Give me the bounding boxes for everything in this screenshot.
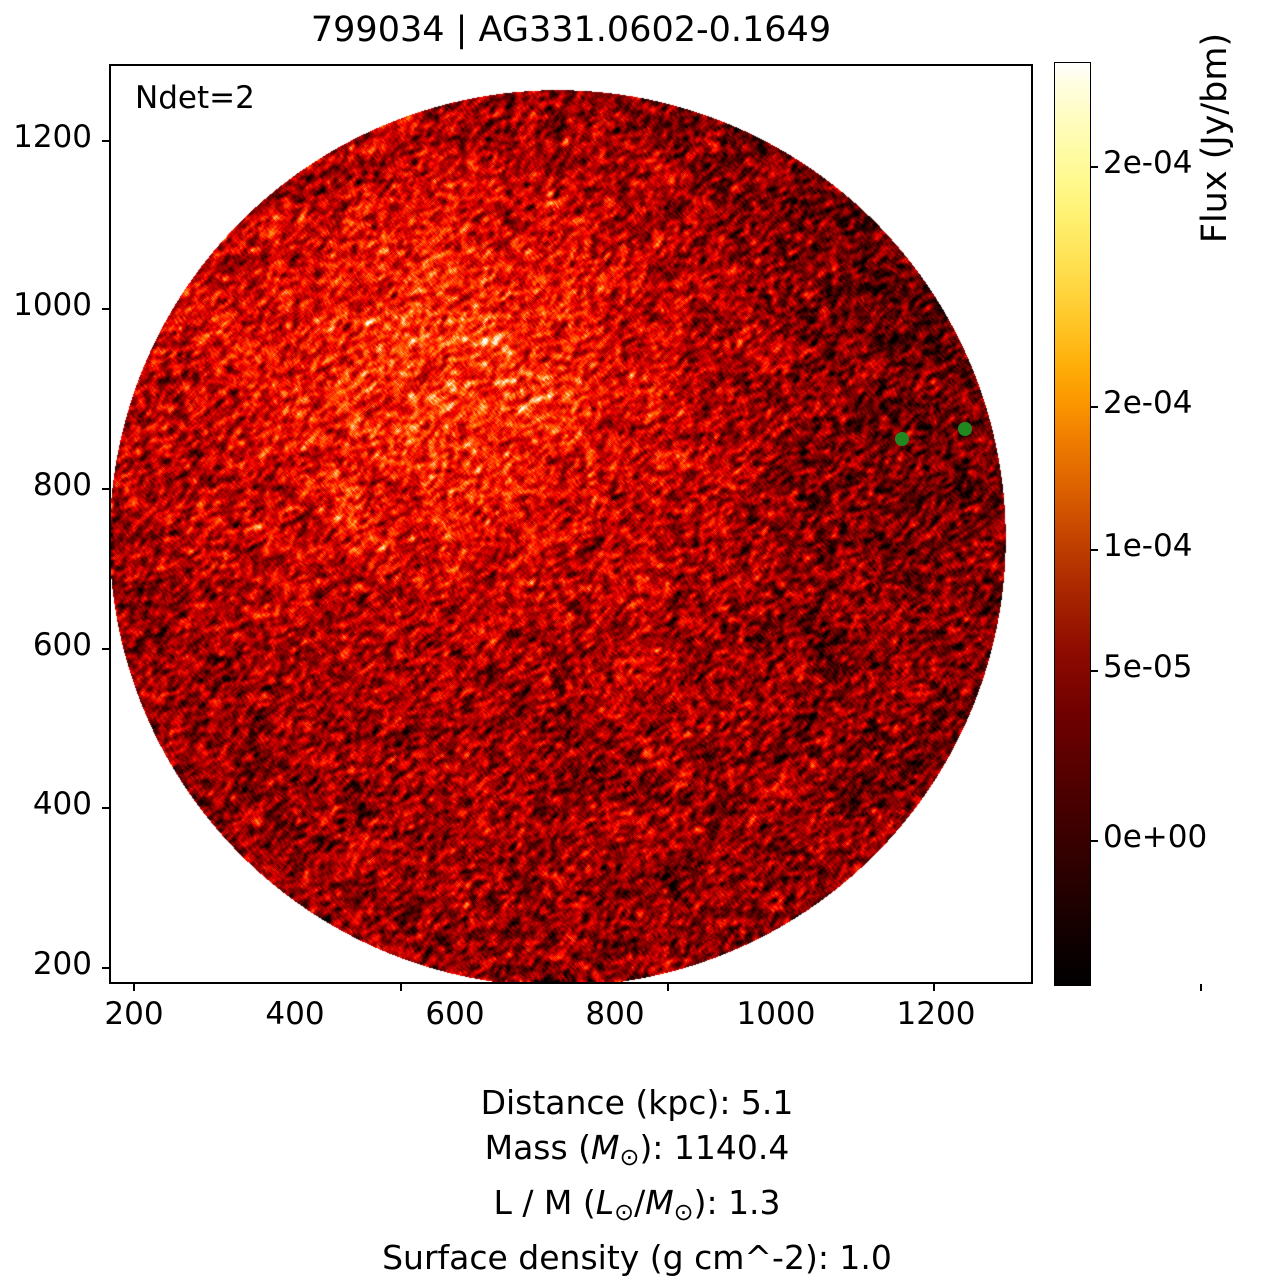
yticklabel-400: 400 <box>32 786 92 822</box>
footer-lm-value: 1.3 <box>728 1182 781 1222</box>
footer-mass-value: 1140.4 <box>673 1128 790 1167</box>
footer-info: Distance (kpc): 5.1 Mass (M⊙): 1140.4 L … <box>0 1080 1274 1280</box>
footer-l-over-m: L / M (L⊙/M⊙): 1.3 <box>0 1180 1274 1235</box>
xticklabel-600: 600 <box>425 996 485 1032</box>
xtick-4 <box>933 984 935 991</box>
lum-sun-subscript: ⊙ <box>614 1197 635 1226</box>
yticklabel-1200: 1200 <box>13 119 92 155</box>
lm-mass-sun-subscript: ⊙ <box>673 1197 694 1226</box>
cbar-tick-5 <box>1091 840 1098 842</box>
yticklabel-200: 200 <box>32 946 92 982</box>
cbar-tick-1 <box>1091 166 1098 168</box>
footer-surface-density: Surface density (g cm^-2): 1.0 <box>0 1235 1274 1280</box>
ytick-2 <box>102 807 109 809</box>
detection-marker-1 <box>895 432 909 446</box>
ytick-6 <box>102 140 109 142</box>
ytick-3 <box>102 648 109 650</box>
figure-title: 799034 | AG331.0602-0.1649 <box>310 10 832 50</box>
cbar-tick-4 <box>1091 670 1098 672</box>
colorbar <box>1054 62 1091 986</box>
xticklabel-1000: 1000 <box>736 996 816 1032</box>
footer-mass-mid: ): <box>639 1128 674 1167</box>
footer-distance-text: Distance (kpc): 5.1 <box>480 1083 794 1122</box>
xtick-2 <box>400 984 402 991</box>
ytick-4 <box>102 488 109 490</box>
lm-mass-symbol: M <box>645 1182 674 1222</box>
colorbar-label: Flux (Jy/bm) <box>1195 32 1235 244</box>
footer-mass-prefix: Mass ( <box>484 1128 592 1167</box>
mass-symbol: M <box>591 1128 620 1167</box>
xticklabel-200: 200 <box>104 996 164 1032</box>
xtick-1 <box>133 984 135 991</box>
xtick-5 <box>1200 984 1202 991</box>
footer-lm-mid: ): <box>693 1182 729 1222</box>
yticklabel-1000: 1000 <box>13 287 92 323</box>
xticklabel-1200: 1200 <box>896 996 976 1032</box>
xticklabel-400: 400 <box>265 996 325 1032</box>
ytick-1 <box>102 967 109 969</box>
cbar-ticklabel-3: 1e-04 <box>1103 528 1193 564</box>
ndet-annotation: Ndet=2 <box>135 80 255 116</box>
flux-image <box>111 66 1031 982</box>
lum-symbol: L <box>595 1182 615 1222</box>
cbar-ticklabel-2: 2e-04 <box>1103 385 1193 421</box>
footer-mass: Mass (M⊙): 1140.4 <box>0 1125 1274 1180</box>
cbar-ticklabel-4: 5e-05 <box>1103 649 1193 685</box>
xticklabel-800: 800 <box>585 996 645 1032</box>
ytick-5 <box>102 308 109 310</box>
footer-distance: Distance (kpc): 5.1 <box>0 1080 1274 1125</box>
yticklabel-600: 600 <box>32 627 92 663</box>
cbar-tick-2 <box>1091 406 1098 408</box>
xtick-3 <box>667 984 669 991</box>
cbar-ticklabel-1: 2e-04 <box>1103 145 1193 181</box>
footer-sd-text: Surface density (g cm^-2): 1.0 <box>382 1237 892 1277</box>
cbar-ticklabel-5: 0e+00 <box>1103 819 1208 855</box>
image-axes: Ndet=2 <box>109 64 1033 984</box>
cbar-tick-3 <box>1091 549 1098 551</box>
footer-lm-slash: / <box>634 1182 646 1222</box>
footer-lm-prefix: L / M ( <box>493 1182 596 1222</box>
yticklabel-800: 800 <box>32 467 92 503</box>
detection-marker-2 <box>958 422 972 436</box>
mass-sun-subscript: ⊙ <box>619 1142 640 1171</box>
